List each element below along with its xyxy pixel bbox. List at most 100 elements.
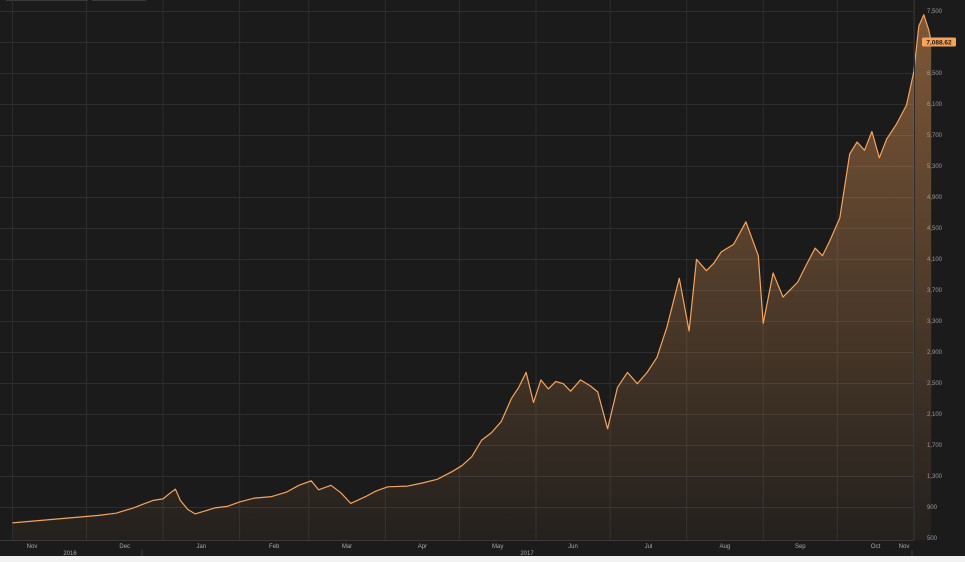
data-point — [46, 519, 47, 520]
data-point — [815, 248, 816, 249]
data-point — [733, 244, 734, 245]
data-point — [555, 381, 556, 382]
data-point — [407, 486, 408, 487]
data-point — [696, 259, 697, 260]
y-tick-label: 500 — [927, 536, 938, 542]
data-point — [886, 138, 887, 139]
year-labels: 2016 2017 — [63, 550, 913, 557]
data-point — [721, 251, 722, 252]
data-point — [227, 506, 228, 507]
data-point — [133, 507, 134, 508]
y-tick-label: 1,300 — [927, 474, 943, 480]
data-point — [350, 503, 351, 504]
data-point — [540, 379, 541, 380]
year-label: 2016 — [63, 551, 77, 557]
data-point — [879, 157, 880, 158]
data-point — [153, 500, 154, 501]
data-point — [617, 387, 618, 388]
x-tick-label: Jul — [645, 544, 653, 550]
x-tick-label: May — [492, 544, 503, 550]
data-point — [501, 421, 502, 422]
data-point — [829, 240, 830, 241]
y-tick-label: 3,300 — [927, 319, 943, 325]
data-point — [387, 486, 388, 487]
data-point — [627, 372, 628, 373]
y-tick-label: 4,900 — [927, 195, 943, 201]
data-point — [451, 471, 452, 472]
year-label: 2017 — [520, 551, 534, 557]
data-point — [797, 281, 798, 282]
data-point — [175, 489, 176, 490]
x-tick-label: Nov — [27, 544, 38, 550]
last-value-badge: 7,088.62 — [922, 37, 956, 47]
x-tick-label: Feb — [269, 544, 280, 550]
x-tick-label: Apr — [418, 544, 427, 550]
y-tick-label: 4,500 — [927, 226, 943, 232]
data-point — [461, 465, 462, 466]
data-point — [437, 479, 438, 480]
data-point — [822, 255, 823, 256]
x-axis-ticks: Nov Dec Jan Feb Mar Apr May Jun Jul Aug Sep Oct Nov — [27, 544, 910, 550]
data-point — [706, 270, 707, 271]
data-point — [773, 272, 774, 273]
data-point — [214, 507, 215, 508]
data-point — [422, 482, 423, 483]
data-point — [906, 105, 907, 106]
y-tick-label: 7,500 — [927, 9, 943, 15]
data-point — [298, 485, 299, 486]
data-point — [928, 29, 929, 30]
data-point — [526, 372, 527, 373]
x-tick-label: Oct — [871, 544, 881, 550]
data-point — [340, 492, 341, 493]
data-point — [81, 516, 82, 517]
last-value-label: 7,088.62 — [926, 40, 952, 47]
data-point — [170, 492, 171, 493]
data-point — [143, 504, 144, 505]
data-point — [580, 379, 581, 380]
data-point — [98, 515, 99, 516]
y-tick-label: 2,900 — [927, 350, 943, 356]
y-tick-label: 5,700 — [927, 133, 943, 139]
data-point — [857, 141, 858, 142]
data-point — [871, 131, 872, 132]
data-point — [180, 500, 181, 501]
bottom-strip — [0, 556, 965, 562]
data-point — [318, 489, 319, 490]
data-point — [918, 26, 919, 27]
data-point — [271, 496, 272, 497]
data-point — [656, 357, 657, 358]
price-area — [12, 14, 932, 541]
x-tick-label: Mar — [342, 544, 352, 550]
last-value-badge-bg — [922, 37, 956, 47]
data-point — [162, 498, 163, 499]
price-area-fill — [12, 14, 932, 541]
data-point — [849, 153, 850, 154]
data-point — [375, 491, 376, 492]
data-point — [923, 14, 924, 15]
y-tick-label: 6,100 — [927, 102, 943, 108]
data-point — [790, 289, 791, 290]
data-point — [637, 383, 638, 384]
data-point — [896, 123, 897, 124]
y-tick-label: 2,500 — [927, 381, 943, 387]
data-point — [195, 513, 196, 514]
data-point — [597, 391, 598, 392]
data-point — [511, 398, 512, 399]
data-point — [679, 278, 680, 279]
data-point — [864, 150, 865, 151]
data-point — [763, 323, 764, 324]
data-point — [116, 513, 117, 514]
y-tick-label: 6,500 — [927, 71, 943, 77]
data-point — [782, 297, 783, 298]
data-point — [491, 432, 492, 433]
data-point — [239, 501, 240, 502]
price-line — [12, 14, 932, 524]
x-tick-label: Nov — [899, 544, 910, 550]
price-line-group — [12, 14, 932, 524]
data-point — [204, 510, 205, 511]
data-point — [533, 402, 534, 403]
data-point — [548, 388, 549, 389]
data-point — [187, 509, 188, 510]
